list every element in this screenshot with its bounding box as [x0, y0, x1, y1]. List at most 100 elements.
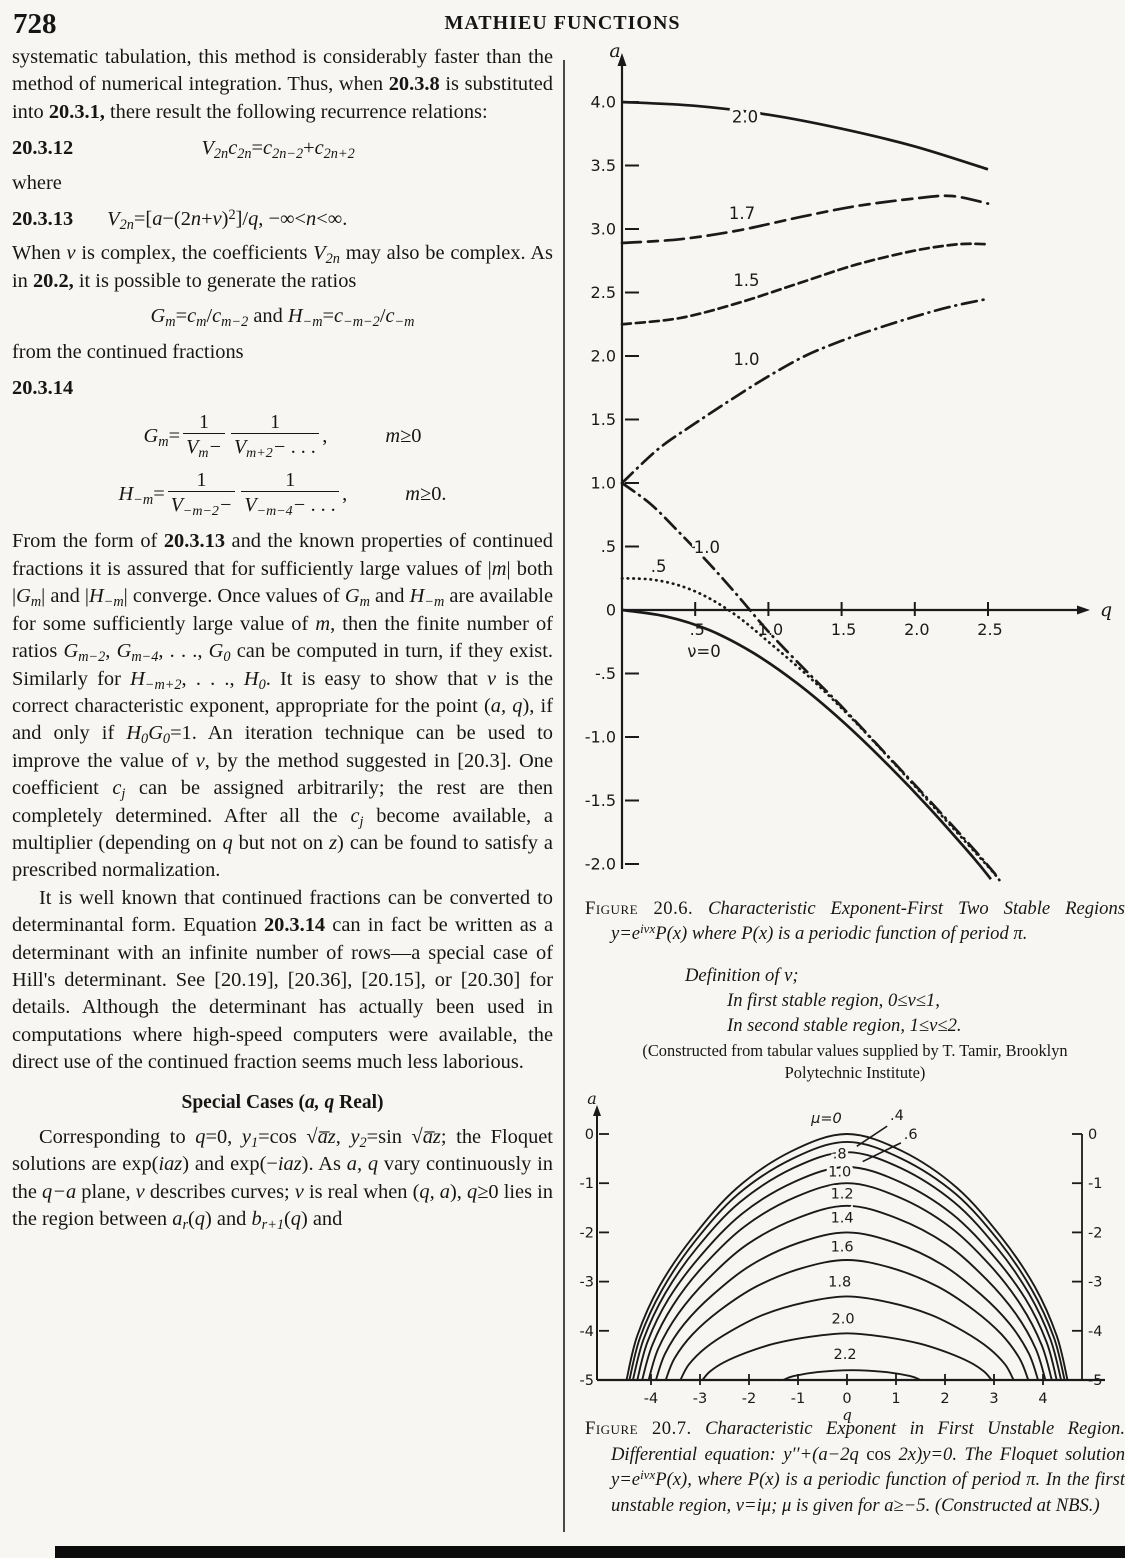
svg-text:1.5: 1.5	[591, 410, 616, 429]
scan-edge-artifact	[55, 1546, 1125, 1558]
fraction: 1 Vm−	[183, 412, 225, 461]
paragraph: Corresponding to q=0, y1=cos √a̅z, y2=si…	[12, 1126, 554, 1234]
svg-text:0: 0	[842, 1391, 851, 1407]
equation-20-3-12: 20.3.12 V2nc2n=c2n−2+c2n+2	[12, 135, 553, 162]
svg-text:2.0: 2.0	[732, 107, 758, 126]
svg-text:-3: -3	[693, 1391, 707, 1407]
svg-text:q: q	[842, 1406, 852, 1424]
svg-text:-1: -1	[791, 1391, 805, 1407]
svg-text:.5: .5	[651, 557, 667, 576]
credit-line: (Constructed from tabular values supplie…	[642, 1041, 1068, 1060]
paragraph: from the continued fractions	[12, 340, 244, 363]
svg-text:3.0: 3.0	[591, 220, 616, 239]
definition-line: Definition of ν;	[685, 965, 799, 986]
svg-text:-.5: -.5	[595, 664, 616, 683]
figure-20-6-chart: a 4.0 3.5 3.0 2.5 2.0 1.5 1.0 .5 0 -.5 -1.0 -1.5 -2.0…	[585, 45, 1112, 882]
fraction: 1 V−m−4− . . .	[241, 470, 340, 519]
equation-lhs: H−m=	[118, 482, 165, 508]
svg-text:a: a	[587, 1093, 597, 1108]
svg-text:.4: .4	[890, 1108, 904, 1124]
svg-text:4: 4	[1038, 1391, 1047, 1407]
equation-body: V2nc2n=c2n−2+c2n+2	[201, 137, 355, 163]
svg-text:0: 0	[1088, 1127, 1097, 1143]
svg-text:1.0: 1.0	[694, 538, 720, 557]
svg-text:.8: .8	[833, 1147, 847, 1163]
svg-text:-4: -4	[1088, 1324, 1102, 1340]
paragraph: When ν is complex, the coefficients V2n …	[12, 242, 553, 292]
credit-line: Polytechnic Institute)	[784, 1062, 926, 1082]
paragraph: From the form of 20.3.13 and the known p…	[12, 530, 553, 882]
svg-text:1.0: 1.0	[591, 474, 616, 493]
comma: ,	[342, 482, 348, 505]
fraction: 1 Vm+2− . . .	[230, 412, 320, 461]
svg-text:1.0: 1.0	[828, 1164, 851, 1180]
svg-text:1.5: 1.5	[831, 620, 856, 639]
svg-text:3: 3	[989, 1391, 998, 1407]
equation-20-3-14-g: Gm= 1 Vm− 1 Vm+2− . . ., m≥0	[12, 412, 553, 461]
svg-text:-2: -2	[1088, 1225, 1102, 1241]
equation-20-3-14-h: H−m= 1 V−m−2− 1 V−m−4− . . ., m≥0.	[12, 470, 553, 519]
definition-line: In second stable region, 1≤ν≤2.	[727, 1015, 962, 1036]
svg-text:2.2: 2.2	[834, 1347, 857, 1363]
svg-text:1.7: 1.7	[729, 204, 755, 223]
svg-text:1.8: 1.8	[828, 1275, 851, 1291]
svg-text:1.2: 1.2	[831, 1186, 854, 1202]
equation-number: 20.3.14	[12, 377, 74, 400]
svg-text:-3: -3	[580, 1275, 594, 1291]
equation-condition: m≥0.	[405, 482, 447, 505]
svg-text:-5: -5	[580, 1373, 594, 1389]
left-column: systematic tabulation, this method is co…	[12, 44, 553, 1234]
fraction: 1 V−m−2−	[167, 470, 236, 519]
section-heading: Special Cases (a, q Real)	[181, 1091, 384, 1113]
equation-20-3-13: 20.3.13 V2n=[a−(2n+ν)2]/q, −∞<n<∞.	[12, 206, 553, 233]
equation-condition: m≥0	[385, 424, 422, 447]
paragraph: systematic tabulation, this method is co…	[12, 46, 553, 123]
svg-text:-1.5: -1.5	[585, 791, 616, 810]
svg-text:1: 1	[891, 1391, 900, 1407]
svg-text:-1: -1	[1088, 1176, 1102, 1192]
svg-text:q: q	[1100, 599, 1112, 621]
svg-text:-2: -2	[580, 1225, 594, 1241]
svg-text:2.0: 2.0	[832, 1311, 855, 1327]
svg-text:1.0: 1.0	[733, 350, 759, 369]
equation-number: 20.3.12	[12, 137, 74, 160]
svg-text:-2.0: -2.0	[585, 855, 616, 874]
svg-text:-4: -4	[644, 1391, 658, 1407]
svg-text:3.5: 3.5	[591, 156, 616, 175]
svg-text:-1: -1	[580, 1176, 594, 1192]
svg-text:2.5: 2.5	[591, 283, 616, 302]
svg-text:0: 0	[606, 601, 616, 620]
svg-text:1.5: 1.5	[733, 271, 759, 290]
svg-text:0: 0	[585, 1127, 594, 1143]
svg-text:.5: .5	[601, 537, 616, 556]
definition-line: In first stable region, 0≤ν≤1,	[727, 990, 940, 1011]
comma: ,	[322, 424, 328, 447]
running-title: MATHIEU FUNCTIONS	[444, 12, 681, 34]
svg-text:μ=0: μ=0	[810, 1111, 842, 1127]
page-number: 728	[13, 8, 57, 40]
paragraph: It is well known that continued fraction…	[12, 886, 553, 1074]
svg-text:4.0: 4.0	[591, 93, 616, 112]
svg-text:1.4: 1.4	[831, 1211, 854, 1227]
svg-text:1.6: 1.6	[831, 1240, 854, 1256]
equation-number: 20.3.13	[12, 208, 74, 231]
svg-text:a: a	[609, 45, 620, 62]
column-divider-rule	[563, 60, 565, 1532]
svg-text:2.0: 2.0	[591, 347, 616, 366]
svg-text:2.5: 2.5	[977, 620, 1002, 639]
svg-text:2.0: 2.0	[904, 620, 929, 639]
ratios-equation: Gm=cm/cm−2 and H−m=c−m−2/c−m	[150, 305, 415, 331]
figure-20-6-definition: Definition of ν; In first stable region,…	[585, 963, 1125, 1038]
svg-text:-4: -4	[580, 1324, 594, 1340]
figure-20-7-caption: Figure 20.7. Characteristic Exponent in …	[585, 1418, 1125, 1516]
svg-text:2: 2	[940, 1391, 949, 1407]
figure-20-6-credit: (Constructed from tabular values supplie…	[585, 1040, 1125, 1083]
svg-text:-3: -3	[1088, 1275, 1102, 1291]
svg-text:-1.0: -1.0	[585, 728, 616, 747]
figure-20-7-chart: a0-1-2-3-4-50-1-2-3-4-5-4-3-2-101234qμ=0…	[580, 1093, 1105, 1424]
figure-20-6-caption: Figure 20.6. Characteristic Exponent-Fir…	[585, 898, 1125, 944]
svg-text:-2: -2	[742, 1391, 756, 1407]
where-label: where	[12, 171, 62, 194]
svg-text:ν=0: ν=0	[687, 642, 721, 661]
equation-lhs: Gm=	[143, 424, 181, 450]
